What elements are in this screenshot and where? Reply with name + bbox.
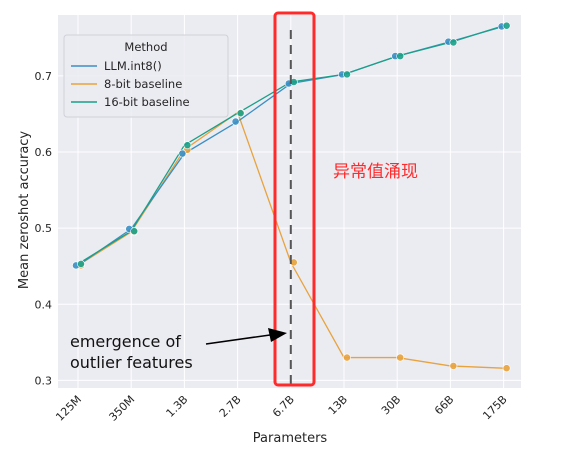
legend: Method LLM.int8() 8-bit baseline 16-bit ba… <box>63 34 229 118</box>
outlier-note-line1: emergence of <box>70 332 181 351</box>
outlier-note-line2: outlier features <box>70 353 193 372</box>
x-tick-label: 13B <box>326 393 350 417</box>
x-tick-label: 66B <box>432 393 456 417</box>
legend-box <box>63 34 229 118</box>
legend-items: LLM.int8() 8-bit baseline 16-bit baseline <box>71 59 190 109</box>
x-tick-label: 1.3B <box>164 393 191 420</box>
outlier-highlight-box <box>273 11 316 387</box>
data-point <box>449 38 458 47</box>
data-point <box>502 364 511 373</box>
legend-title: Method <box>124 40 167 54</box>
data-point <box>178 149 187 158</box>
x-tick-label: 6.7B <box>270 393 297 420</box>
x-tick-label: 350M <box>107 393 138 424</box>
x-axis-title: Parameters <box>253 431 328 446</box>
data-point <box>231 117 240 126</box>
data-point <box>343 353 351 362</box>
data-point <box>502 21 511 30</box>
legend-label: 8-bit baseline <box>104 77 182 91</box>
data-point <box>236 109 245 118</box>
y-tick-label: 0.3 <box>35 374 53 387</box>
y-tick-label: 0.5 <box>35 222 53 235</box>
y-tick-label: 0.7 <box>35 70 53 83</box>
x-tick-label: 125M <box>53 393 84 424</box>
data-point <box>183 141 192 150</box>
y-tick-label: 0.4 <box>35 298 53 311</box>
data-point <box>396 52 405 61</box>
x-tick-label: 30B <box>379 393 403 417</box>
y-axis-title: Mean zeroshot accuracy <box>17 131 32 290</box>
data-point <box>396 353 405 362</box>
y-tick-label: 0.6 <box>35 146 53 159</box>
x-tick-label: 2.7B <box>217 393 244 420</box>
chinese-outlier-label: 异常值涌现 <box>333 162 418 182</box>
legend-label: LLM.int8() <box>104 59 162 73</box>
data-point <box>130 227 139 236</box>
data-point <box>449 362 458 370</box>
legend-label: 16-bit baseline <box>104 95 190 109</box>
data-point <box>77 260 85 268</box>
arrow-icon <box>205 328 287 345</box>
data-point <box>343 70 351 79</box>
x-tick-label: 175B <box>480 393 509 422</box>
